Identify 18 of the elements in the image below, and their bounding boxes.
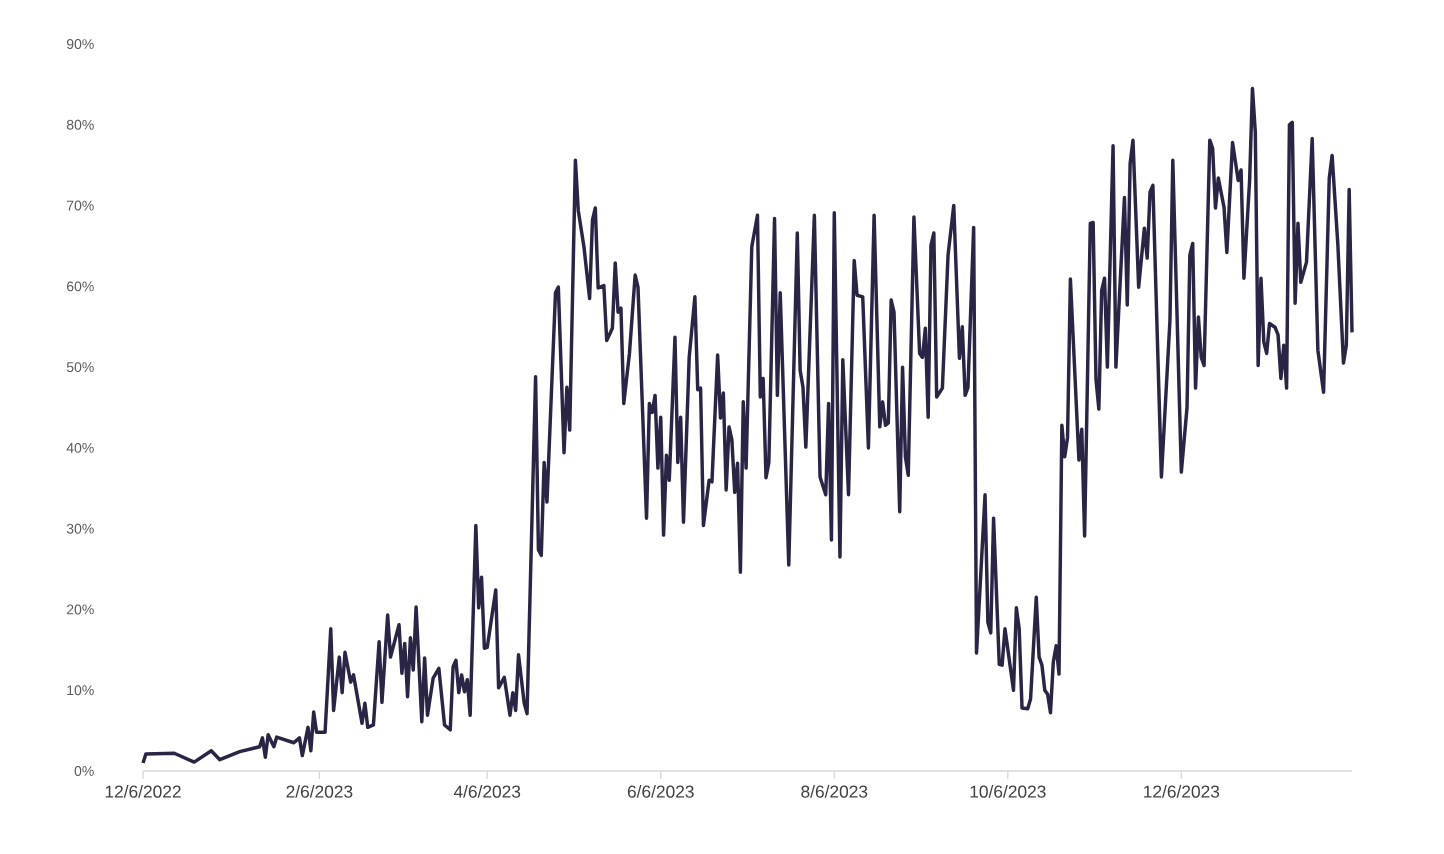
y-tick-label: 20% [66,604,94,615]
y-tick-label: 90% [66,39,94,49]
x-tick-label: 12/6/2023 [1144,785,1220,798]
y-tick-label: 40% [66,442,94,453]
y-tick-label: 60% [66,281,94,292]
y-tick-label: 80% [66,119,94,130]
x-tick-label: 8/6/2023 [801,785,868,798]
y-tick-label: 30% [66,523,94,534]
x-tick-label: 4/6/2023 [453,785,521,798]
x-tick-label: 10/6/2023 [970,785,1046,798]
y-tick-label: 0% [74,766,94,776]
x-tick-label: 6/6/2023 [627,785,694,798]
y-tick-label: 70% [66,200,94,211]
y-tick-label: 10% [67,685,94,696]
x-tick-label: 12/6/2022 [105,785,181,798]
y-tick-label: 50% [66,362,94,373]
line-series [141,86,1354,765]
x-tick-label: 2/6/2023 [286,785,353,798]
